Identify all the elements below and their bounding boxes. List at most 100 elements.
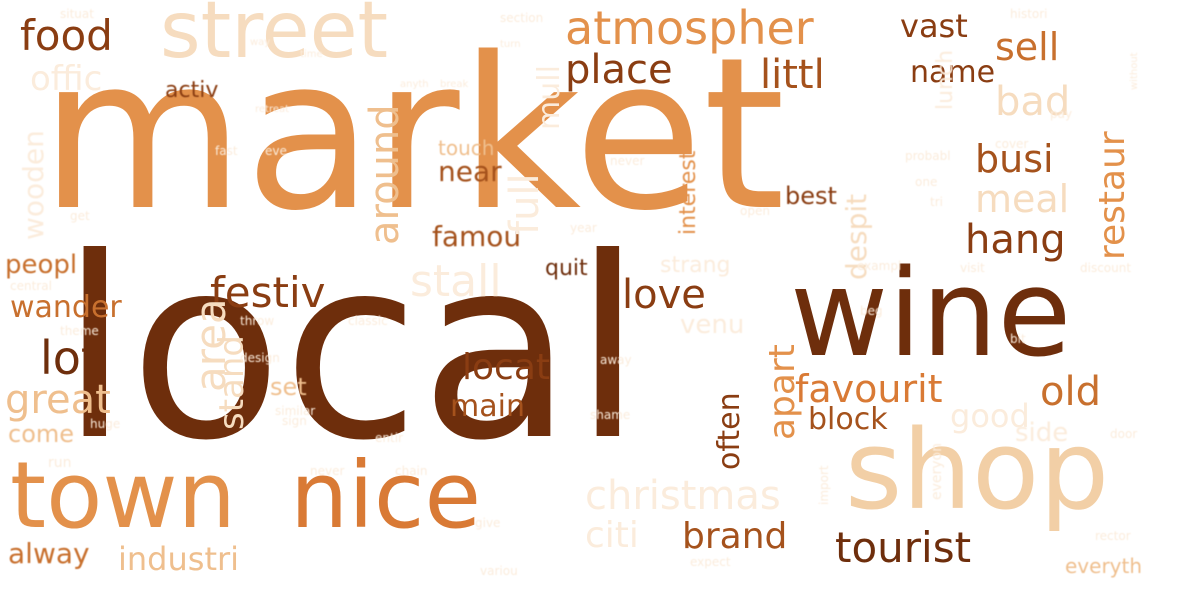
word-throw: throw [240, 314, 275, 328]
word-similar: similar [275, 404, 316, 418]
word-situat: situat [60, 7, 94, 21]
word-tri: tri [930, 195, 943, 209]
word-shame: shame [590, 408, 631, 422]
word-famou: famou [432, 220, 522, 253]
word-theme: theme [60, 324, 99, 338]
word-atmospher: atmospher [565, 1, 814, 55]
word-stall: stall [410, 256, 502, 307]
word-old: old [1040, 369, 1101, 415]
word-lunch: lunch [933, 49, 958, 110]
word-block: block [808, 402, 888, 437]
word-away: away [600, 353, 632, 367]
word-festiv: festiv [210, 268, 326, 317]
word-christmas: christmas [585, 473, 781, 519]
word-expect: expect [690, 555, 731, 569]
word-strang: strang [660, 253, 731, 278]
word-classic: classic [348, 314, 388, 328]
word-never: never [610, 154, 645, 168]
word-eve: eve [265, 144, 287, 158]
word-wander: wander [10, 290, 122, 325]
word-bit: bit [1010, 332, 1026, 346]
word-hang: hang [965, 217, 1066, 263]
word-best: best [785, 182, 837, 210]
word-probabl: probabl [905, 149, 951, 163]
word-beg: beg [860, 304, 883, 318]
word-tourist: tourist [835, 523, 972, 572]
word-often: often [712, 392, 747, 470]
word-anyth: anyth [400, 79, 429, 90]
word-main: main [450, 389, 525, 424]
word-around: around [362, 104, 408, 245]
word-open: open [740, 204, 770, 218]
word-town: town [10, 442, 236, 549]
word-street: street [160, 0, 389, 76]
word-section: section [500, 11, 544, 25]
word-cover: cover [995, 137, 1029, 151]
word-never: never [310, 464, 345, 478]
word-full: full [502, 173, 548, 235]
word-variou: variou [480, 564, 518, 578]
word-interest: interest [676, 150, 701, 235]
word-come: come [8, 420, 75, 448]
word-fast: fast [215, 144, 238, 158]
word-give: give [475, 516, 501, 530]
word-without: without [1129, 52, 1140, 90]
word-quit: quit [545, 256, 588, 281]
word-design: design [240, 351, 280, 365]
word-door: door [1110, 427, 1138, 441]
word-pay: pay [1050, 107, 1073, 121]
word-citi: citi [585, 515, 639, 556]
word-touch: touch [438, 136, 495, 160]
word-sell: sell [995, 25, 1060, 69]
word-everyon: everyon [929, 443, 945, 500]
word-mull: mull [532, 65, 567, 130]
word-venu: venu [680, 310, 745, 340]
word-entir: entir [375, 431, 403, 445]
word-offic: offic [30, 59, 103, 99]
word-busi: busi [975, 137, 1054, 181]
word-central: central [10, 279, 52, 293]
word-meal: meal [975, 177, 1070, 221]
word-favourit: favourit [795, 367, 943, 411]
word-bad: bad [995, 79, 1071, 125]
word-year: year [570, 221, 597, 235]
word-place: place [565, 47, 673, 93]
word-set: set [270, 373, 307, 401]
word-run: run [48, 455, 72, 471]
word-break: break [440, 79, 469, 90]
word-shop: shop [845, 406, 1110, 534]
word-side: side [1015, 418, 1069, 448]
word-way: way [250, 37, 271, 48]
word-brand: brand [682, 516, 788, 557]
word-local: local [60, 204, 643, 495]
word-stand: stand [212, 334, 252, 430]
word-huge: huge [90, 417, 121, 431]
word-everyth: everyth [1065, 554, 1143, 578]
word-industri: industri [118, 540, 240, 578]
word-vast: vast [900, 7, 968, 45]
word-nice: nice [290, 442, 482, 549]
word-one: one [915, 175, 938, 189]
word-visit: visit [960, 261, 985, 275]
word-market: market [40, 12, 786, 257]
word-name: name [910, 55, 996, 90]
word-good: good [950, 397, 1030, 435]
word-activ: activ [165, 78, 219, 103]
word-lot: lot [40, 331, 99, 385]
word-chain: chain [395, 464, 428, 478]
word-near: near [438, 155, 502, 188]
word-retreat: retreat [255, 104, 290, 115]
word-wooden: wooden [17, 130, 50, 240]
word-restaur: restaur [1092, 131, 1133, 260]
word-wine: wine [790, 245, 1072, 384]
word-histori: histori [1010, 7, 1048, 21]
word-littl: littl [760, 52, 825, 98]
word-food: food [20, 11, 113, 60]
word-get: get [70, 209, 90, 223]
word-exampl: exampl [857, 259, 902, 273]
word-time: time [300, 49, 323, 60]
word-locat: locat [462, 347, 550, 388]
word-turn: turn [500, 39, 521, 50]
word-apart: apart [762, 344, 803, 440]
